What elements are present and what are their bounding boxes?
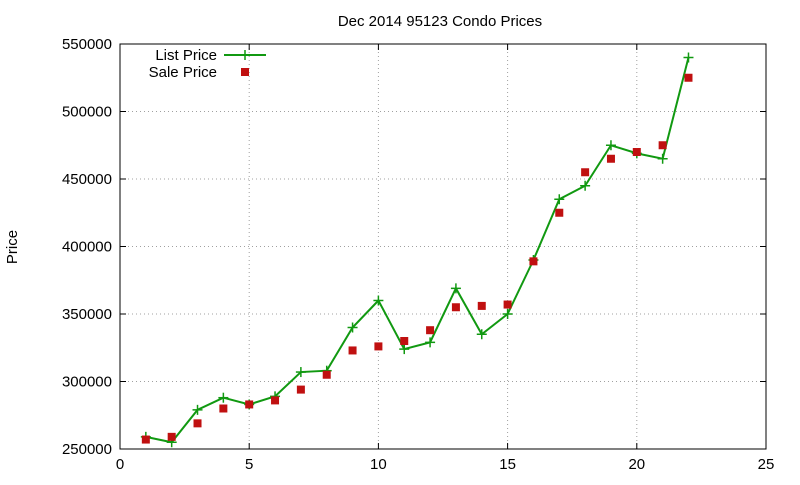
list-price-point [399,344,410,355]
sale-price-point [632,148,641,156]
list-price-line [145,57,690,444]
sale-price-point [271,396,280,405]
legend-square-sample [241,68,249,76]
list-price-point [476,329,487,340]
y-tick-label: 450000 [62,171,112,188]
y-tick-label: 250000 [62,441,112,458]
y-tick-label: 500000 [62,104,112,121]
legend-label: List Price [155,47,217,64]
sale-price-point [167,432,176,441]
sale-price-point [529,257,538,266]
sale-price-point [606,154,615,163]
sale-price-point [245,400,254,409]
sale-price-point [141,435,150,444]
list-price-point [425,337,436,348]
grid-layer [120,44,766,449]
list-price-point [192,404,203,415]
legend-cross-sample [240,50,250,60]
x-tick-label: 20 [628,456,645,473]
list-price-point [502,309,513,319]
sale-price-point [296,385,305,394]
y-tick-label: 550000 [62,36,112,53]
sale-price-point [219,404,228,413]
sale-price-point [581,168,590,177]
list-price-point [605,140,616,151]
sale-price-point [374,342,383,351]
sale-price-point [503,300,512,309]
x-tick-label: 25 [758,456,775,473]
series-layer [140,52,694,448]
list-price-point [580,180,591,191]
sale-price-point [322,370,331,379]
x-tick-label: 5 [245,456,253,473]
list-price-point [554,194,565,205]
sale-price-point [451,303,460,312]
sale-price-point [400,337,409,345]
legend-label: Sale Price [149,64,217,81]
list-price-point [218,392,229,403]
x-tick-label: 0 [116,456,124,473]
y-axis-label: Price [4,230,21,264]
sale-price-point [658,141,667,150]
sale-price-point [477,301,486,310]
sale-price-point [426,326,435,335]
list-price-point [373,295,384,306]
sale-price-point [684,73,693,82]
axes-layer: 0 5 10 15 20 25 250000 300000 350000 400000 450000… [62,36,774,473]
list-price-point [657,153,668,164]
y-tick-label: 400000 [62,239,112,256]
y-tick-label: 300000 [62,374,112,391]
y-tick-label: 350000 [62,306,112,323]
sale-price-point [348,346,357,355]
chart-title: Dec 2014 95123 Condo Prices [338,13,542,30]
sale-price-point [555,208,564,217]
list-price-point [683,52,694,63]
list-price-point [347,322,358,333]
list-price-point [295,367,306,378]
sale-price-point [193,419,202,428]
x-tick-label: 10 [370,456,387,473]
x-tick-label: 15 [499,456,516,473]
list-price-point [450,283,461,294]
